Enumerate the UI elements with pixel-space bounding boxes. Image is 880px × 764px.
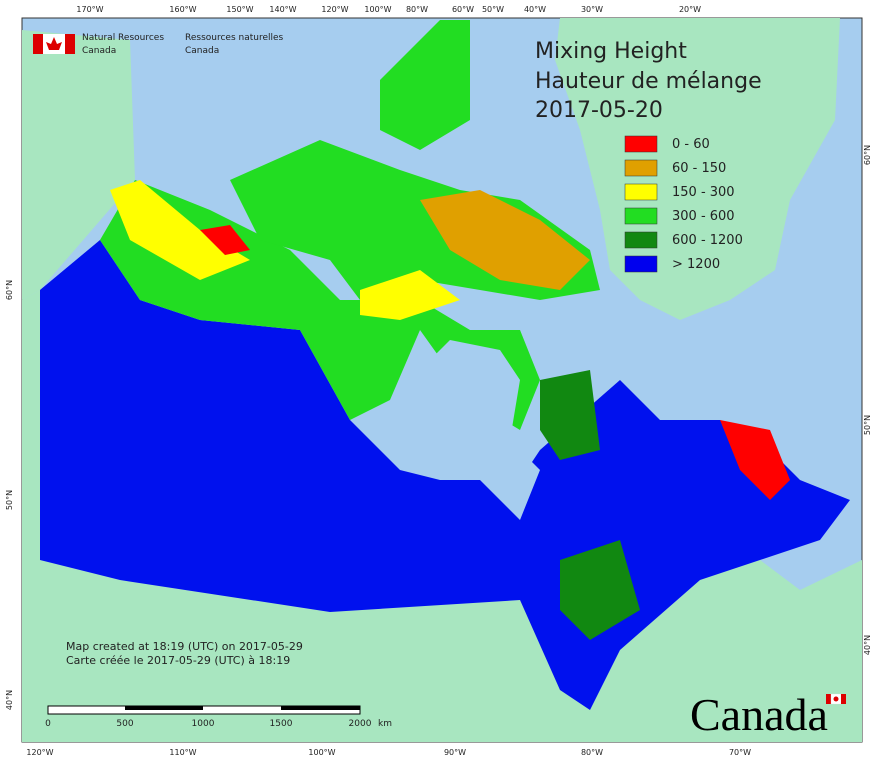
agency-en: Canada (82, 46, 116, 56)
agency-en: Natural Resources (82, 33, 164, 43)
scale-label: 1500 (270, 719, 293, 729)
right-axis-label: 40°N (863, 635, 872, 655)
ellesmere (380, 20, 470, 150)
scale-label: 2000 (349, 719, 372, 729)
bottom-axis-label: 70°W (729, 748, 751, 757)
kivalliq-yellow (360, 270, 460, 320)
legend-label: 60 - 150 (672, 161, 726, 176)
legend-label: 600 - 1200 (672, 233, 743, 248)
labrador-red (720, 420, 790, 500)
right-axis-label: 50°N (863, 415, 872, 435)
bottom-axis-label: 100°W (308, 748, 335, 757)
left-axis-label: 60°N (5, 280, 14, 300)
title: 2017-05-20 (535, 98, 663, 123)
yukon-red (200, 225, 250, 255)
usa (22, 290, 862, 742)
top-axis-label: 120°W (321, 5, 348, 14)
scale-label: 1000 (192, 719, 215, 729)
legend-swatch (624, 159, 658, 177)
bottom-axis-label: 110°W (169, 748, 196, 757)
legend-swatch (624, 183, 658, 201)
legend-label: 300 - 600 (672, 209, 735, 224)
quebec-darkgreen (540, 370, 600, 460)
left-axis-label: 50°N (5, 490, 14, 510)
bottom-axis-label: 120°W (26, 748, 53, 757)
alaska (22, 30, 135, 300)
legend-label: 0 - 60 (672, 137, 710, 152)
top-axis-label: 50°W (482, 5, 504, 14)
bottom-axis-label: 80°W (581, 748, 603, 757)
scale-label: 0 (45, 719, 51, 729)
flag (33, 34, 846, 705)
title: Mixing Height (535, 39, 687, 64)
scale-label: 500 (116, 719, 133, 729)
credit: Carte créée le 2017-05-29 (UTC) à 18:19 (66, 654, 290, 667)
scale-unit: km (378, 719, 392, 729)
top-axis-label: 160°W (169, 5, 196, 14)
top-axis-label: 150°W (226, 5, 253, 14)
baffin-orange (420, 190, 590, 290)
top-axis-label: 100°W (364, 5, 391, 14)
top-axis-label: 170°W (76, 5, 103, 14)
agency-fr: Canada (185, 46, 219, 56)
right-axis-label: 60°N (863, 145, 872, 165)
top-axis-label: 40°W (524, 5, 546, 14)
legend-swatch (624, 255, 658, 273)
title: Hauteur de mélange (535, 69, 762, 94)
canada-blue (40, 240, 850, 710)
scale-bar (47, 705, 361, 715)
top-axis-label: 30°W (581, 5, 603, 14)
legend-swatch (624, 207, 658, 225)
bottom-axis-label: 90°W (444, 748, 466, 757)
ontario-darkgreen (560, 540, 640, 640)
yukon-yellow (110, 180, 250, 280)
left-axis-label: 40°N (5, 690, 14, 710)
top-axis-label: 60°W (452, 5, 474, 14)
legend-swatch (624, 231, 658, 249)
legend-label: 150 - 300 (672, 185, 735, 200)
agency-fr: Ressources naturelles (185, 33, 284, 43)
wordmark: Canada (690, 689, 828, 740)
credit: Map created at 18:19 (UTC) on 2017-05-29 (66, 640, 303, 653)
legend-swatch (624, 135, 658, 153)
top-axis-label: 80°W (406, 5, 428, 14)
top-axis-label: 140°W (269, 5, 296, 14)
top-axis-label: 20°W (679, 5, 701, 14)
legend-label: > 1200 (672, 257, 720, 272)
hudson-bay (400, 340, 540, 520)
